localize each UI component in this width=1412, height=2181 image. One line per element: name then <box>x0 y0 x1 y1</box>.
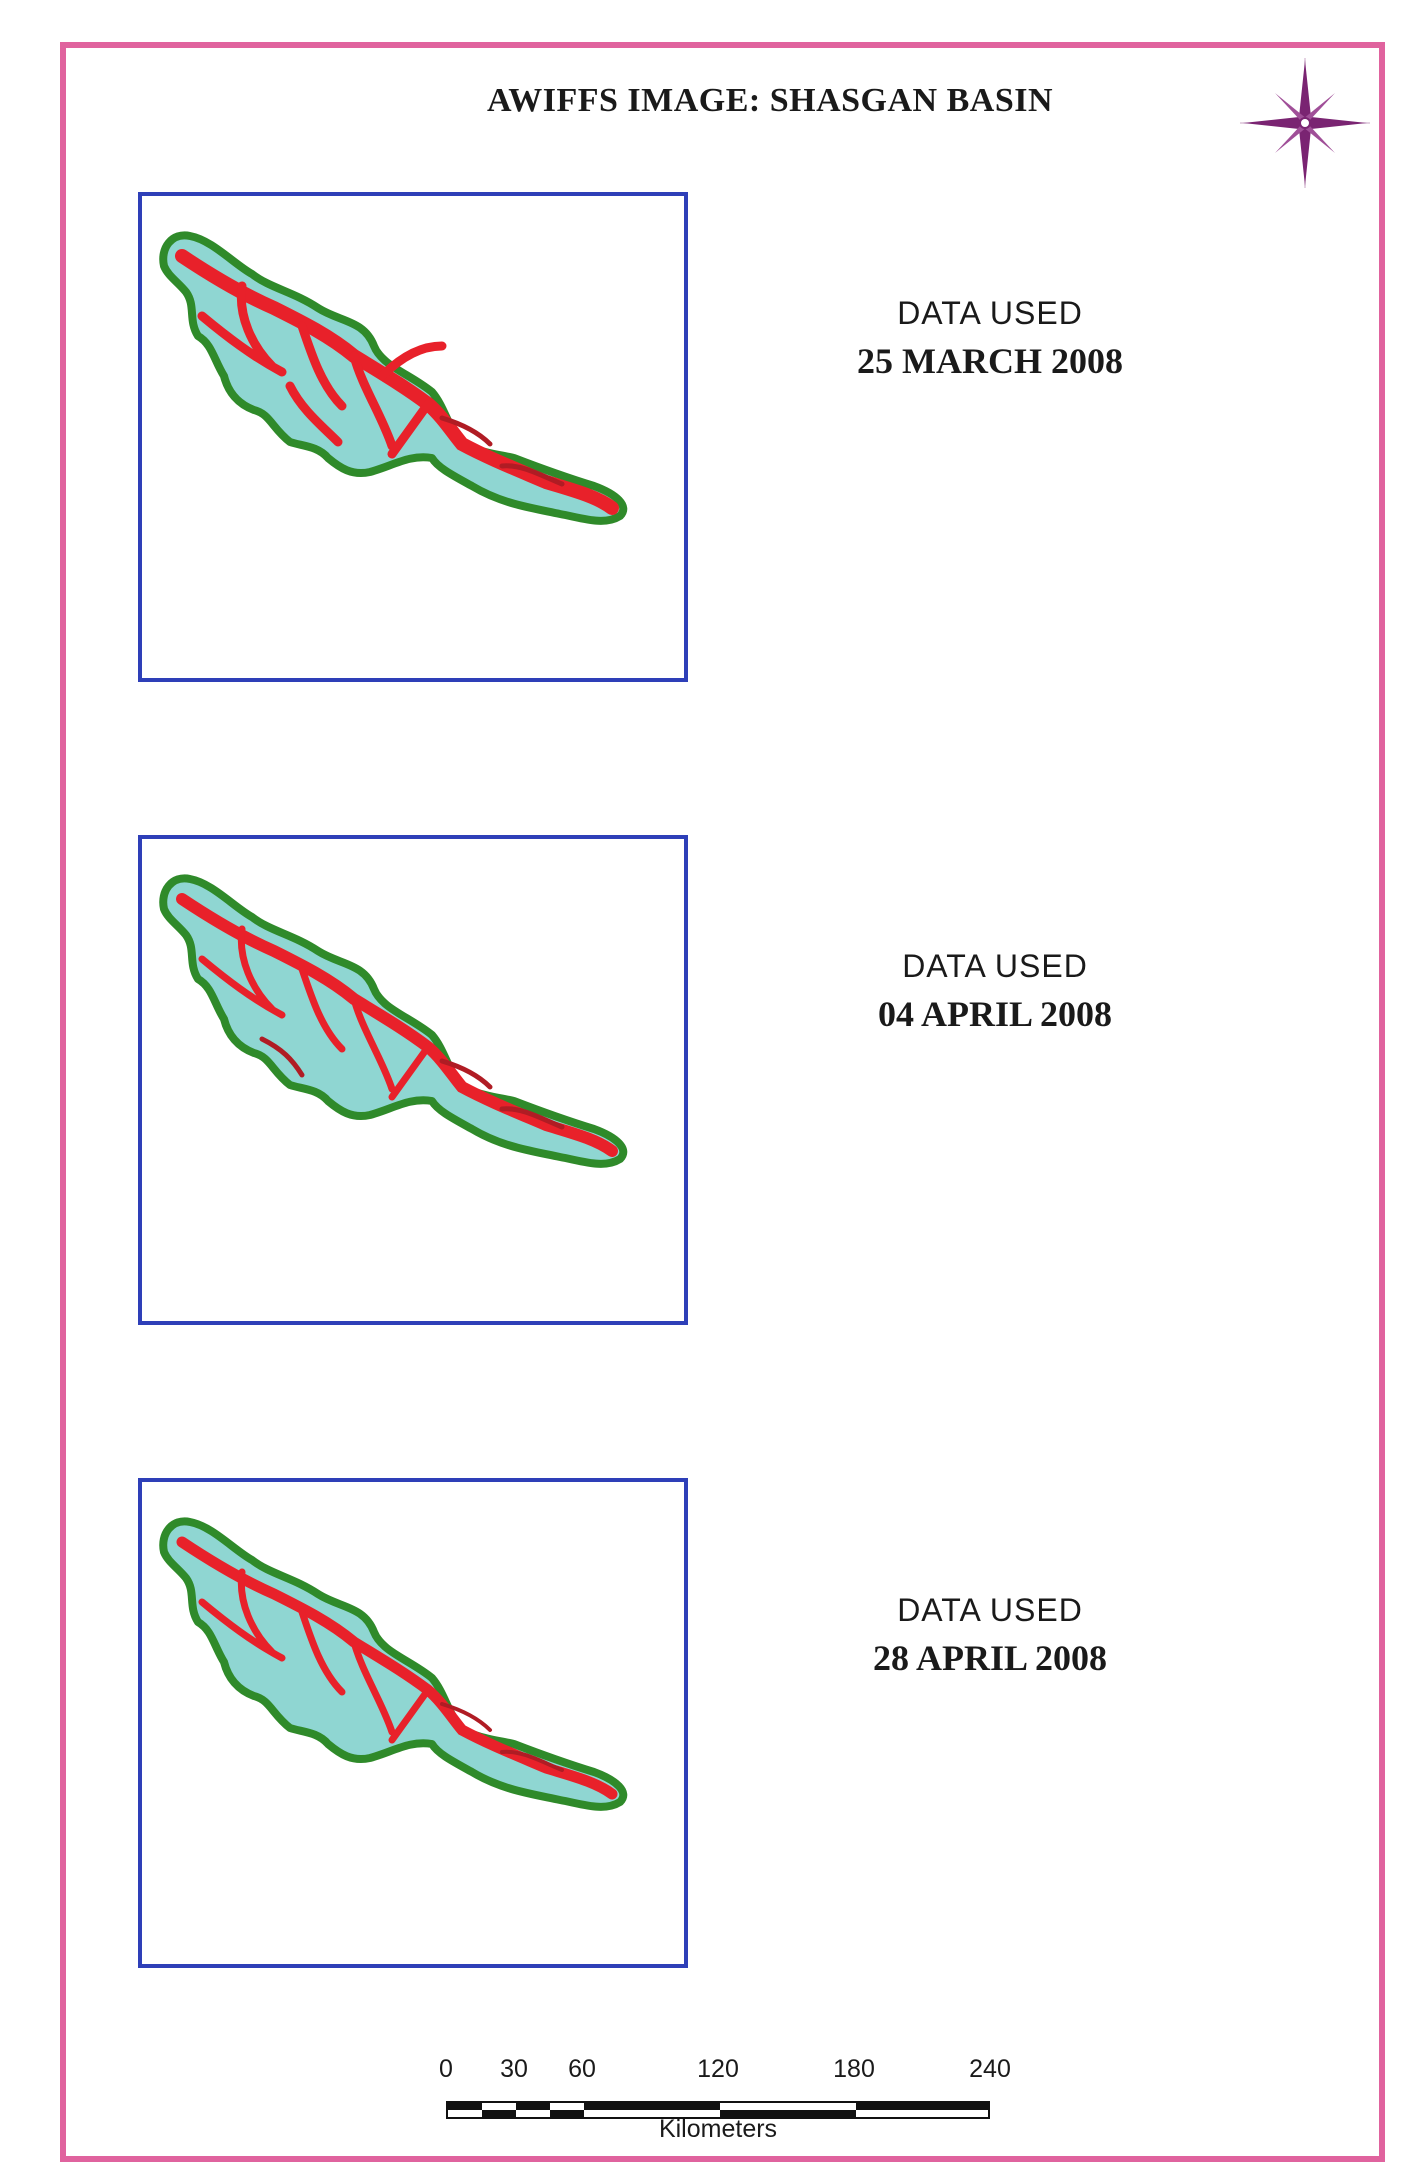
panel-1-caption-label: DATA USED <box>897 295 1083 331</box>
map-layout-border <box>60 42 1385 2162</box>
scale-segment <box>550 2110 584 2117</box>
panel-3-caption-date: 28 APRIL 2008 <box>872 1638 1108 1678</box>
basin-map-1 <box>159 231 628 525</box>
panel-2-caption: DATA USED 04 APRIL 2008 <box>815 948 1175 1035</box>
basin-map-2 <box>159 874 628 1168</box>
panel-1-caption: DATA USED 25 MARCH 2008 <box>810 295 1170 382</box>
map-panel-3 <box>138 1478 688 1968</box>
scale-tick-180: 180 <box>833 2055 875 2083</box>
scale-segment <box>482 2110 516 2117</box>
scale-segment <box>516 2103 550 2110</box>
basin-map-3 <box>159 1517 628 1811</box>
compass-rose-icon <box>1240 58 1370 188</box>
scale-tick-0: 0 <box>439 2055 453 2083</box>
scale-segment <box>584 2103 720 2110</box>
map-panel-1 <box>138 192 688 682</box>
scale-segment <box>448 2103 482 2110</box>
panel-3-caption-label: DATA USED <box>897 1592 1083 1628</box>
scale-segment <box>720 2110 856 2117</box>
map-title: AWIFFS IMAGE: SHASGAN BASIN <box>486 82 1054 119</box>
scale-units: Kilometers <box>658 2115 778 2143</box>
scale-tick-240: 240 <box>969 2055 1011 2083</box>
scale-tick-60: 60 <box>568 2055 596 2083</box>
scale-tick-30: 30 <box>500 2055 528 2083</box>
scale-bar-graphic <box>446 2101 990 2119</box>
panel-3-caption: DATA USED 28 APRIL 2008 <box>810 1592 1170 1679</box>
map-panel-2 <box>138 835 688 1325</box>
panel-2-caption-label: DATA USED <box>902 948 1088 984</box>
scale-segment <box>856 2103 988 2110</box>
scale-tick-120: 120 <box>697 2055 739 2083</box>
panel-1-caption-date: 25 MARCH 2008 <box>857 341 1123 381</box>
scale-bar: 0 30 60 120 180 240 Kilometers <box>420 2055 1020 2165</box>
panel-2-caption-date: 04 APRIL 2008 <box>877 994 1113 1034</box>
